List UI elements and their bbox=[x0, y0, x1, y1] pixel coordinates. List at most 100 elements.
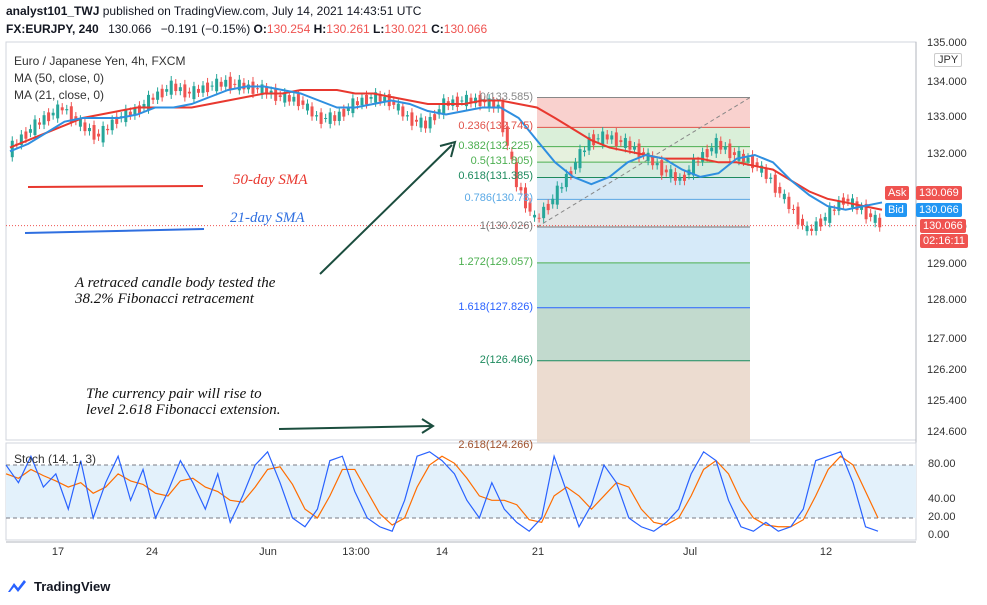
candle-body bbox=[660, 160, 664, 176]
fib-band-1 bbox=[537, 227, 750, 263]
price-tick-label: 129.000 bbox=[927, 258, 967, 270]
candle-body bbox=[237, 79, 241, 91]
candle-body bbox=[201, 85, 205, 93]
ma21-legend[interactable]: MA (21, close, 0) bbox=[14, 88, 105, 102]
last-price: 130.066 bbox=[108, 22, 152, 36]
rise-arrow-line[interactable] bbox=[278, 425, 433, 430]
candle-body bbox=[360, 97, 364, 106]
candle-body bbox=[669, 169, 673, 179]
currency-label[interactable]: JPY bbox=[934, 53, 963, 67]
countdown-tag: 02:16:11 bbox=[920, 234, 969, 248]
publisher-name[interactable]: analyst101_TWJ bbox=[6, 4, 100, 18]
candle-body bbox=[224, 79, 228, 87]
candle-body bbox=[401, 106, 405, 117]
candle-body bbox=[51, 112, 55, 116]
candle-body bbox=[174, 83, 178, 92]
ma50-legend[interactable]: MA (50, close, 0) bbox=[14, 71, 105, 85]
candle-body bbox=[796, 206, 800, 225]
ma21-line bbox=[9, 85, 883, 211]
low-value: 130.021 bbox=[384, 22, 428, 36]
stoch-legend[interactable]: Stoch (14, 1, 3) bbox=[14, 452, 97, 466]
candle-body bbox=[878, 217, 882, 228]
candle-body bbox=[160, 88, 164, 98]
sma21-sample-line[interactable] bbox=[24, 228, 205, 234]
price-tick-label: 135.000 bbox=[927, 37, 967, 49]
price-tick-label: 133.000 bbox=[927, 111, 967, 123]
brand-name: TradingView bbox=[34, 578, 111, 594]
candle-body bbox=[83, 122, 87, 132]
tradingview-logo[interactable]: TradingView bbox=[6, 578, 110, 594]
candle-body bbox=[637, 143, 641, 159]
fib-band-2 bbox=[537, 360, 750, 446]
candle-body bbox=[92, 125, 96, 140]
tradingview-logo-icon bbox=[8, 580, 26, 592]
candle-body bbox=[832, 209, 836, 211]
candle-body bbox=[710, 147, 714, 152]
candle-body bbox=[374, 92, 378, 103]
candle-body bbox=[514, 162, 518, 188]
candle-body bbox=[682, 174, 686, 181]
candle-body bbox=[65, 109, 69, 111]
candle-body bbox=[705, 149, 709, 158]
stoch-k-line bbox=[5, 450, 879, 532]
retrace-arrow-head[interactable] bbox=[439, 140, 457, 158]
fib-label-0.618: 0.618(131.385) bbox=[458, 170, 533, 183]
time-tick-label: 12 bbox=[819, 546, 833, 558]
candle-body bbox=[292, 96, 296, 102]
candle-body bbox=[778, 186, 782, 194]
open-value: 130.254 bbox=[266, 22, 311, 36]
rise-arrow-head[interactable] bbox=[421, 418, 435, 434]
candle-body bbox=[728, 143, 732, 159]
sma21-annotation: 21-day SMA bbox=[230, 210, 305, 226]
candle-body bbox=[860, 206, 864, 210]
candle-body bbox=[564, 173, 568, 188]
close-label: C: bbox=[431, 22, 444, 36]
last-price-tag: 130.066 bbox=[920, 219, 966, 233]
candle-body bbox=[128, 111, 132, 116]
candle-body bbox=[87, 127, 91, 132]
candle-body bbox=[873, 214, 877, 223]
candle-body bbox=[414, 119, 418, 122]
candle-body bbox=[346, 107, 350, 111]
stoch-band-fill bbox=[6, 465, 916, 518]
candle-body bbox=[701, 152, 705, 162]
candle-body bbox=[732, 152, 736, 155]
candle-body bbox=[442, 98, 446, 115]
candle-body bbox=[147, 94, 151, 110]
sma50-sample-line[interactable] bbox=[27, 185, 204, 188]
candle-body bbox=[623, 137, 627, 148]
time-tick-label: Jul bbox=[682, 546, 698, 558]
candle-body bbox=[392, 100, 396, 105]
high-value: 130.261 bbox=[326, 22, 370, 36]
candle-body bbox=[278, 95, 282, 97]
candle-body bbox=[315, 115, 319, 117]
candle-body bbox=[156, 91, 160, 100]
symbol-label[interactable]: FX:EURJPY, 240 bbox=[6, 22, 99, 36]
candle-body bbox=[474, 97, 478, 104]
retrace-arrow-line[interactable] bbox=[319, 144, 453, 275]
ask-tag-label: Ask bbox=[885, 186, 910, 200]
candle-body bbox=[283, 92, 287, 103]
candle-body bbox=[696, 161, 700, 163]
time-tick-label: 17 bbox=[51, 546, 65, 558]
price-tick-label: 128.000 bbox=[927, 294, 967, 306]
fib-label-1.272: 1.272(129.057) bbox=[458, 255, 533, 268]
candle-body bbox=[723, 146, 727, 150]
annotation-drawings[interactable] bbox=[24, 140, 457, 434]
candle-body bbox=[228, 76, 232, 90]
fib-label-1.618: 1.618(127.826) bbox=[458, 300, 533, 313]
retrace-annotation-line2: 38.2% Fibonacci retracement bbox=[75, 291, 254, 307]
candle-body bbox=[678, 177, 682, 181]
stochastic-pane bbox=[5, 442, 917, 541]
time-tick-label: Jun bbox=[259, 546, 277, 558]
series-title[interactable]: Euro / Japanese Yen, 4h, FXCM bbox=[14, 54, 186, 68]
candle-body bbox=[324, 118, 328, 119]
price-tick-label: 126.200 bbox=[927, 364, 967, 376]
candle-body bbox=[451, 99, 455, 106]
publish-info: analyst101_TWJ published on TradingView.… bbox=[6, 4, 421, 18]
candle-body bbox=[333, 115, 337, 121]
candle-body bbox=[537, 217, 541, 219]
candle-body bbox=[819, 218, 823, 227]
candle-body bbox=[169, 80, 173, 95]
